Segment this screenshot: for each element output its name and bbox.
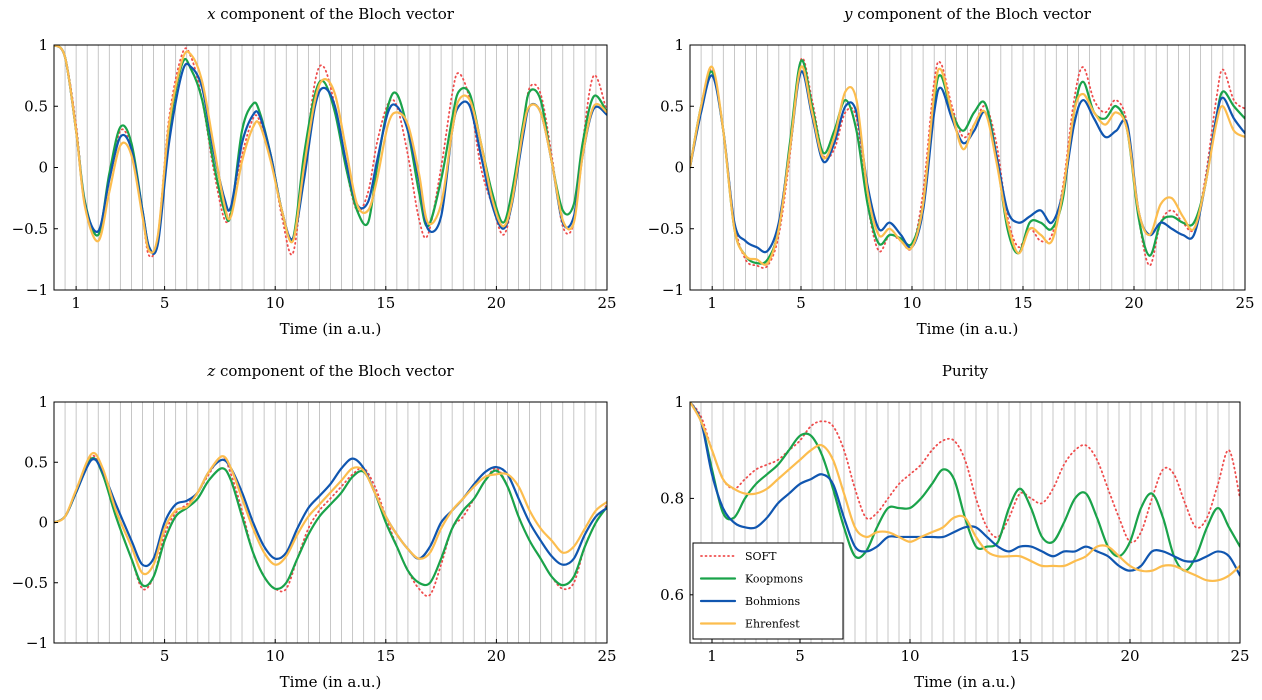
legend-label-ehrenfest: Ehrenfest (745, 618, 800, 631)
series-line-ehrenfest (690, 402, 1240, 583)
x-tick-label: 20 (487, 294, 506, 312)
grid (64, 402, 597, 643)
y-tick-label: 1 (674, 36, 684, 54)
x-tick-label: 20 (1124, 294, 1143, 312)
x-tick-label: 5 (795, 647, 805, 665)
x-tick-label: 20 (1120, 647, 1139, 665)
x-tick-label: 5 (160, 647, 170, 665)
x-tick-label: 10 (900, 647, 919, 665)
x-axis-label: Time (in a.u.) (280, 320, 382, 338)
series-line-koopmons (54, 456, 607, 591)
series-line-ehrenfest (690, 65, 1245, 266)
y-tick-label: 0 (38, 159, 48, 177)
y-tick-label: 0 (674, 159, 684, 177)
y-tick-label: −1 (662, 281, 684, 299)
x-tick-label: 15 (376, 647, 395, 665)
chart-title: x component of the Bloch vector (207, 5, 455, 23)
y-tick-label: 0.5 (24, 97, 48, 115)
y-tick-label: 1 (38, 36, 48, 54)
x-tick-label: 20 (487, 647, 506, 665)
y-tick-label: 0.5 (660, 97, 684, 115)
x-tick-label: 1 (707, 647, 717, 665)
panel-x-component: 1 5 10 15 20 25−1−0.500.51x component of the … (12, 5, 617, 338)
x-tick-label: 5 (160, 294, 170, 312)
x-tick-label: 15 (376, 294, 395, 312)
series-line-ehrenfest (54, 451, 607, 576)
y-tick-label: −1 (26, 281, 48, 299)
grid (64, 45, 597, 290)
x-tick-label: 15 (1010, 647, 1029, 665)
chart-title: z component of the Bloch vector (206, 362, 454, 380)
x-tick-label: 10 (266, 647, 285, 665)
y-tick-label: −1 (26, 634, 48, 652)
x-tick-label: 25 (1230, 647, 1249, 665)
x-tick-label: 25 (1235, 294, 1254, 312)
x-tick-label: 10 (902, 294, 921, 312)
y-tick-label: 0.6 (660, 586, 684, 604)
x-axis-label: Time (in a.u.) (917, 320, 1019, 338)
legend-label-soft: SOFT (745, 550, 777, 563)
legend-label-bohmions: Bohmions (745, 595, 800, 608)
panel-y-component: 1 5 10 15 20 25−1−0.500.51y component of the … (648, 5, 1255, 338)
y-tick-label: −0.5 (12, 220, 48, 238)
series-line-ehrenfest (54, 45, 607, 254)
axes-frame (689, 401, 1241, 644)
series-line-bohmions (690, 402, 1240, 577)
series-line-soft (690, 402, 1240, 544)
y-tick-label: −0.5 (648, 220, 684, 238)
panel-z-component: 5 10 15 20 25 −1 −0.5 0 0.5 1 z component of the B… (12, 362, 617, 691)
legend-label-koopmons: Koopmons (745, 573, 803, 586)
x-axis-label: Time (in a.u.) (280, 673, 382, 691)
series-line-bohmions (54, 457, 607, 568)
x-axis-label: Time (in a.u.) (914, 673, 1016, 691)
x-tick-label: 5 (796, 294, 806, 312)
y-tick-label: 1 (674, 393, 684, 411)
x-tick-label: 25 (597, 294, 616, 312)
chart-title: Purity (942, 362, 989, 380)
chart-title: y component of the Bloch vector (843, 5, 1092, 23)
grid (700, 45, 1235, 290)
legend: SOFT Koopmons Bohmions Ehrenfest (692, 542, 844, 640)
x-tick-label: 1 (71, 294, 81, 312)
x-tick-label: 10 (266, 294, 285, 312)
x-tick-label: 15 (1013, 294, 1032, 312)
y-tick-label: 1 (38, 393, 48, 411)
y-tick-label: 0.8 (660, 489, 684, 507)
x-tick-label: 1 (707, 294, 717, 312)
y-tick-label: −0.5 (12, 574, 48, 592)
y-tick-label: 0.5 (24, 453, 48, 471)
y-tick-label: 0 (38, 514, 48, 532)
x-tick-label: 25 (597, 647, 616, 665)
